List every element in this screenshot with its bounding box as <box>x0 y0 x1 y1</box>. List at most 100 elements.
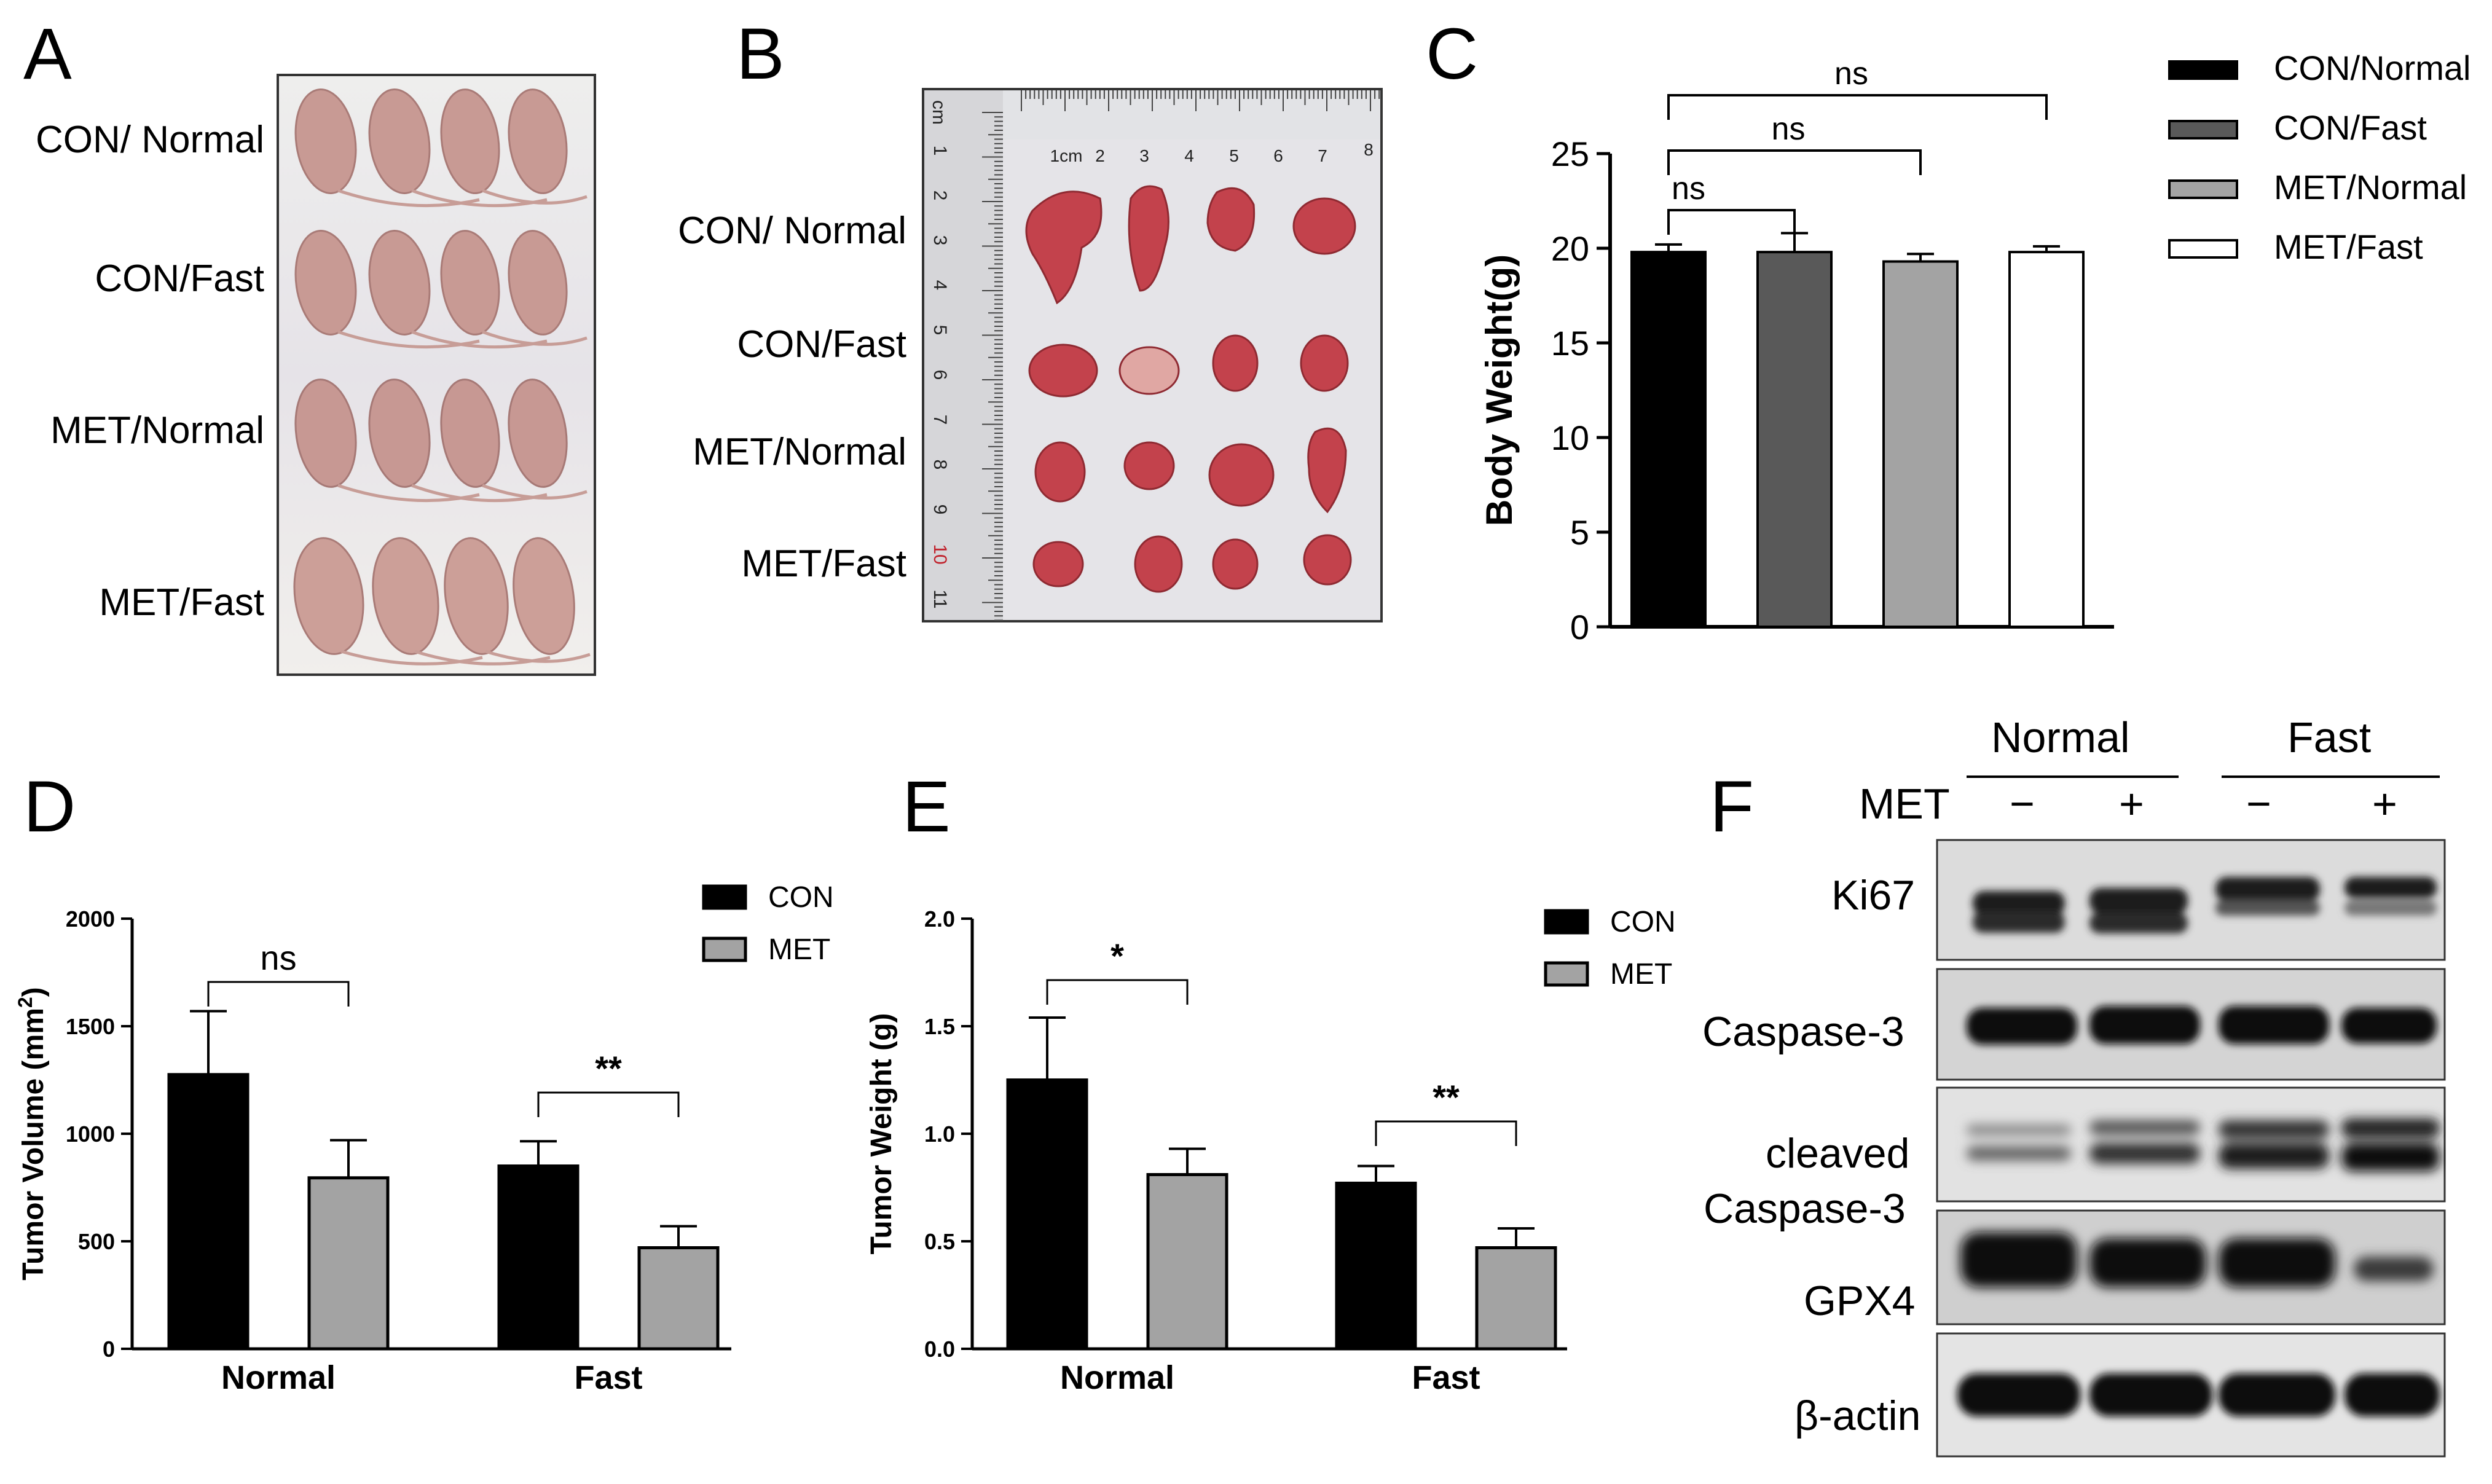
y-tick-label: 15 <box>1551 324 1589 363</box>
chart-tumor-weight: 0.0 0.5 1.0 1.5 2.0 Tumor Weight (g) Normal * Fa… <box>865 906 1676 1396</box>
blot-lane-sign: − <box>2246 780 2271 828</box>
panel-a-row-label-4: MET/Fast <box>99 581 264 624</box>
ruler-top-label: 4 <box>1184 146 1194 165</box>
legend-swatch <box>1544 961 1589 987</box>
bar <box>637 1246 720 1351</box>
legend-label: MET <box>1610 958 1672 991</box>
blot-label-cleaved-caspase3: Caspase-3 <box>1704 1185 1906 1232</box>
panel-letter-a: A <box>23 14 72 95</box>
y-tick-label: 10 <box>1551 418 1589 457</box>
legend-label: MET <box>768 933 830 966</box>
panel-letter-c: C <box>1426 14 1479 95</box>
tumor-photo: 1cm 2 3 4 5 6 7 8 cm 1 2 3 4 5 6 7 8 9 1… <box>922 88 1383 622</box>
significance-bracket <box>537 1091 680 1117</box>
blot-group-fast-line <box>2222 775 2440 778</box>
panel-a-row-label-3: MET/Normal <box>50 409 264 452</box>
bar <box>2008 251 2085 629</box>
bar <box>1756 251 1833 629</box>
significance-label: ns <box>1772 111 1806 147</box>
panel-b-row-label-2: CON/Fast <box>737 323 906 366</box>
legend-swatch <box>2168 239 2238 259</box>
x-tick-label: Fast <box>574 1359 642 1396</box>
blot-group-normal: Normal <box>1991 713 2130 761</box>
blot-label-cleaved: cleaved <box>1766 1130 1910 1177</box>
y-tick-label: 1500 <box>66 1014 115 1039</box>
blot-lane-sign: + <box>2372 780 2397 828</box>
y-axis-label: Tumor Volume (mm2) <box>14 987 50 1280</box>
blot-group-fast: Fast <box>2287 713 2372 761</box>
significance-label: ns <box>1672 171 1705 206</box>
y-tick-label: 2000 <box>66 906 115 932</box>
significance-bracket <box>1375 1120 1517 1146</box>
ruler-left-label: 9 <box>930 504 950 515</box>
y-tick-label: 1000 <box>66 1121 115 1147</box>
panel-a-row-label-2: CON/Fast <box>95 257 264 300</box>
y-tick-label: 20 <box>1551 229 1589 268</box>
bar <box>1006 1078 1088 1351</box>
y-tick-label: 1.0 <box>924 1121 955 1147</box>
bar <box>1146 1173 1228 1351</box>
ruler-top-label: 3 <box>1139 146 1149 165</box>
legend-swatch <box>702 884 747 910</box>
significance-bracket <box>207 981 350 1007</box>
legend-label: MET/Normal <box>2274 168 2467 206</box>
ruler-top-label: 1cm <box>1050 146 1083 165</box>
panel-b-row-label-4: MET/Fast <box>741 543 906 585</box>
panel-letter-d: D <box>23 766 76 847</box>
legend-label: CON <box>768 881 834 914</box>
ruler-left-label: 10 <box>930 544 950 564</box>
legend-swatch <box>2168 120 2238 139</box>
ruler-left-label: 5 <box>930 325 950 336</box>
significance-bracket <box>1667 209 1796 235</box>
panel-b-row-label-3: MET/Normal <box>693 431 906 473</box>
y-axis-label: Body Weight(g) <box>1479 254 1520 526</box>
ruler-left-label: 6 <box>930 370 950 380</box>
panel-letter-e: E <box>902 766 951 847</box>
y-tick-label: 5 <box>1570 513 1589 552</box>
legend-label: MET/Fast <box>2274 227 2423 266</box>
legend-swatch <box>1544 909 1589 935</box>
bar <box>1335 1182 1417 1351</box>
panel-letter-b: B <box>736 14 785 95</box>
y-tick-label: 500 <box>78 1229 115 1254</box>
significance-label: ns <box>1834 56 1868 92</box>
blot-lane-sign: + <box>2119 780 2144 828</box>
blot-lane-sign: − <box>2010 780 2035 828</box>
x-tick-label: Fast <box>1412 1359 1480 1396</box>
panel-a-row-label-1: CON/ Normal <box>35 119 264 161</box>
mice-photo <box>277 74 596 676</box>
legend-swatch <box>2168 60 2238 80</box>
bar <box>1882 260 1959 628</box>
y-tick-label: 0.5 <box>924 1229 955 1254</box>
legend-label: CON <box>1610 906 1676 938</box>
blot-group-normal-line <box>1967 775 2179 778</box>
significance-bracket <box>1667 94 2048 120</box>
bar <box>1475 1246 1557 1351</box>
y-tick-label: 1.5 <box>924 1014 955 1039</box>
y-tick-label: 0 <box>1570 608 1589 646</box>
y-axis-label: Tumor Weight (g) <box>865 1013 898 1255</box>
ruler-left-label: 2 <box>930 190 950 201</box>
ruler-left-label: 7 <box>930 415 950 425</box>
y-tick-label: 0.0 <box>924 1337 955 1362</box>
x-tick-label: Normal <box>1060 1359 1174 1396</box>
significance-bracket <box>1667 149 1922 175</box>
legend-swatch <box>702 936 747 962</box>
x-tick-label: Normal <box>221 1359 336 1396</box>
ruler-left-label: 11 <box>930 589 950 608</box>
legend-label: CON/Fast <box>2274 108 2427 147</box>
y-tick-label: 25 <box>1551 135 1589 173</box>
significance-label: ** <box>1433 1078 1460 1117</box>
ruler-top-label: 7 <box>1318 146 1327 165</box>
y-tick-label: 2.0 <box>924 906 955 932</box>
panel-letter-f: F <box>1710 766 1755 847</box>
significance-label: ** <box>595 1049 622 1088</box>
ruler-left-label: 4 <box>930 280 950 291</box>
legend-swatch <box>2168 179 2238 199</box>
bar <box>307 1176 390 1351</box>
chart-tumor-volume: 0 500 1000 1500 2000 Tumor Volume (mm2) Normal… <box>14 881 834 1396</box>
ruler-top-label: 6 <box>1273 146 1283 165</box>
significance-label: * <box>1110 936 1124 975</box>
ruler-left-label: cm <box>929 100 949 125</box>
